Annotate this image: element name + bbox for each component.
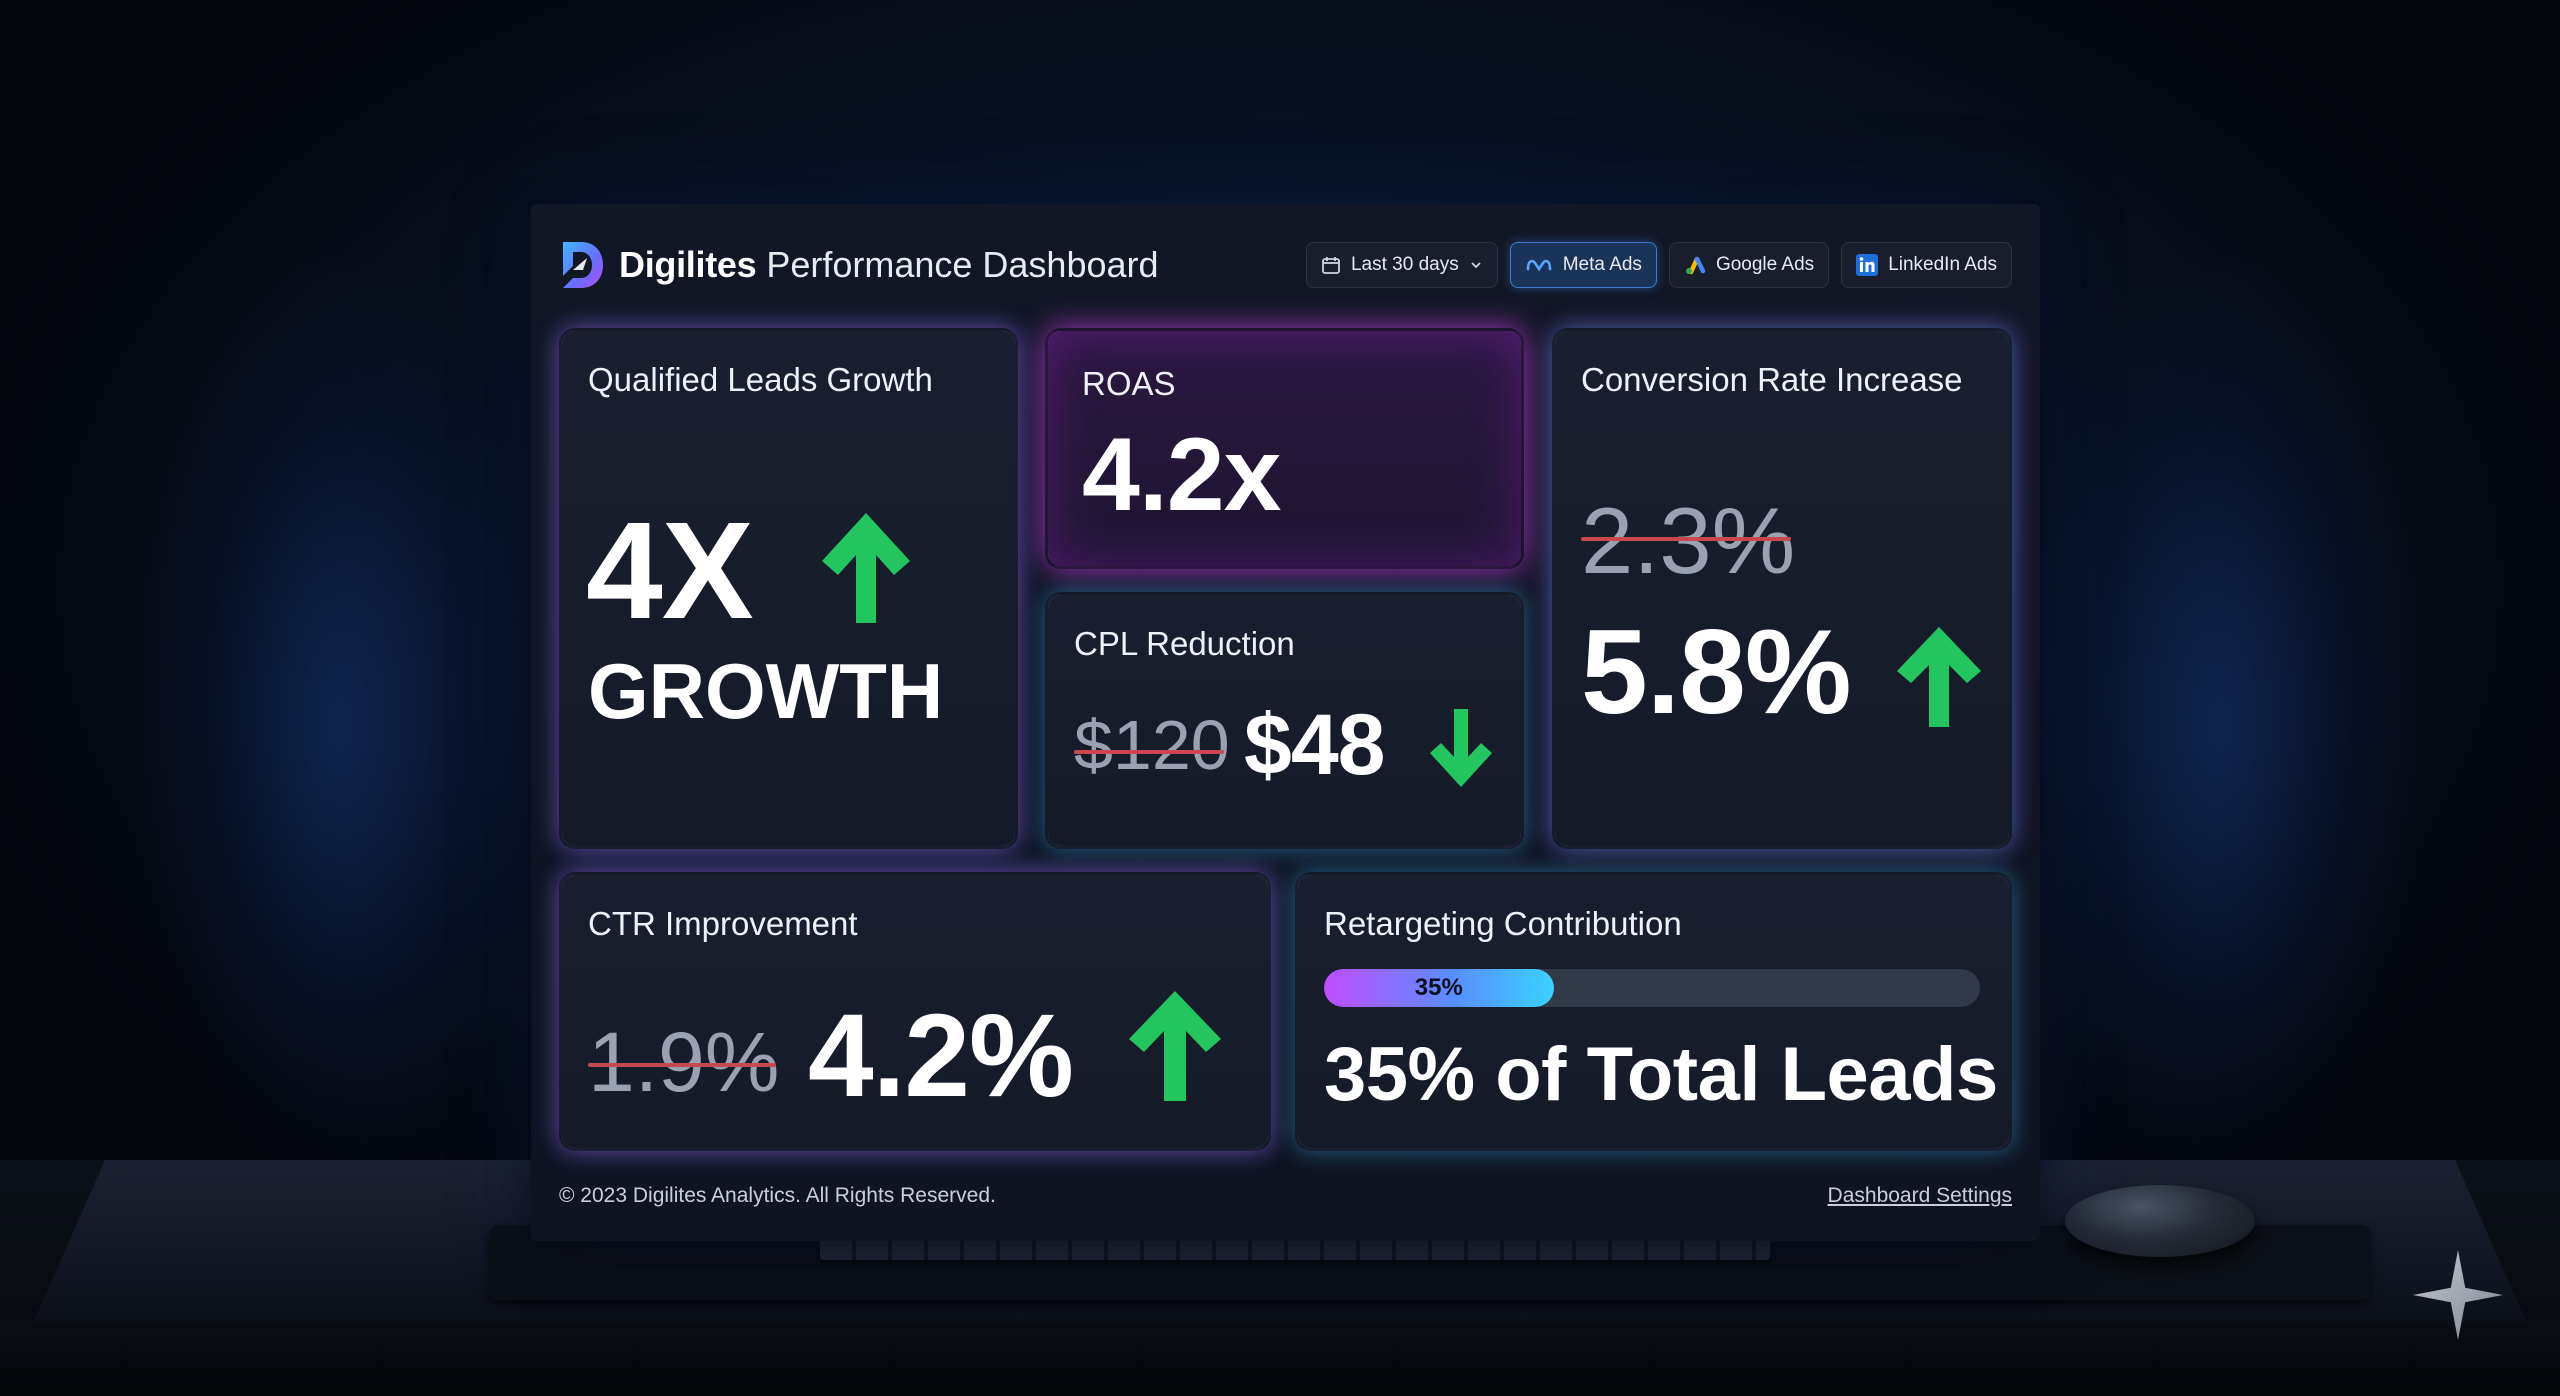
channel-button-google-ads[interactable]: Google Ads	[1668, 242, 1830, 288]
card-label: Qualified Leads Growth	[588, 361, 933, 398]
card-retargeting-contribution: Retargeting Contribution 35% 35% of Tota…	[1295, 872, 2012, 1151]
page-title: Performance Dashboard	[766, 244, 1159, 285]
keyboard	[820, 1238, 1770, 1260]
arrow-down-icon	[1430, 709, 1492, 787]
strikethrough-line	[588, 1063, 776, 1067]
filter-controls: Last 30 days Meta Ads Google Ads	[1305, 242, 2012, 288]
footer-copyright: © 2023 Digilites Analytics. All Rights R…	[559, 1184, 996, 1207]
channel-label: LinkedIn Ads	[1888, 254, 1997, 275]
arrow-up-icon	[1129, 991, 1221, 1101]
arrow-up-icon	[1897, 627, 1981, 727]
strikethrough-line	[1074, 750, 1224, 754]
dashboard-header: Digilites Performance Dashboard Last 30 …	[559, 234, 2012, 296]
leads-growth-value: 4X	[586, 494, 754, 648]
retargeting-value: 35% of Total Leads	[1324, 1032, 1998, 1117]
card-label: ROAS	[1082, 365, 1176, 402]
progress-fill	[1324, 969, 1554, 1007]
channel-label: Google Ads	[1715, 254, 1815, 275]
ambient-light-left	[130, 250, 550, 1200]
dashboard-settings-link[interactable]: Dashboard Settings	[1827, 1184, 2012, 1207]
card-ctr-improvement: CTR Improvement 1.9% 4.2%	[559, 872, 1271, 1151]
ctr-old-value: 1.9%	[588, 1015, 780, 1109]
card-label: CPL Reduction	[1074, 625, 1295, 662]
progress-label: 35%	[1414, 974, 1463, 1001]
ambient-light-right	[2010, 250, 2430, 1200]
google-ads-logo-icon	[1685, 256, 1706, 275]
channel-label: Meta Ads	[1562, 254, 1642, 275]
channel-button-meta-ads[interactable]: Meta Ads	[1509, 242, 1657, 288]
card-qualified-leads-growth: Qualified Leads Growth 4X GROWTH	[559, 328, 1018, 849]
chevron-down-icon	[1471, 262, 1481, 269]
ctr-new-value: 4.2%	[808, 990, 1074, 1122]
meta-logo-icon	[1526, 259, 1552, 272]
leads-growth-sub: GROWTH	[588, 647, 944, 735]
card-cpl-reduction: CPL Reduction $120 $48	[1045, 592, 1524, 849]
date-range-label: Last 30 days	[1350, 254, 1459, 275]
linkedin-logo-icon	[1856, 254, 1879, 276]
strikethrough-line	[1581, 537, 1791, 541]
calendar-icon	[1322, 257, 1340, 274]
conversion-new-value: 5.8%	[1581, 605, 1852, 739]
brand-name: Digilites	[619, 244, 757, 285]
digilites-logo-icon	[559, 240, 605, 290]
dashboard-screen: Digilites Performance Dashboard Last 30 …	[531, 204, 2040, 1241]
card-label: CTR Improvement	[588, 905, 858, 942]
arrow-up-icon	[822, 513, 910, 623]
date-range-dropdown[interactable]: Last 30 days	[1305, 242, 1498, 288]
card-label: Conversion Rate Increase	[1581, 361, 1963, 398]
card-label: Retargeting Contribution	[1324, 905, 1682, 942]
card-conversion-rate-increase: Conversion Rate Increase 2.3% 5.8%	[1552, 328, 2012, 849]
retargeting-progress-bar: 35%	[1324, 969, 1980, 1007]
brand: Digilites Performance Dashboard	[559, 240, 1159, 290]
desk-edge	[0, 1322, 2560, 1396]
conversion-old-value: 2.3%	[1581, 488, 1796, 593]
cpl-old-value: $120	[1074, 706, 1230, 784]
card-roas: ROAS 4.2x	[1045, 328, 1524, 569]
channel-button-linkedin-ads[interactable]: LinkedIn Ads	[1841, 242, 2012, 288]
mouse	[2065, 1185, 2255, 1257]
roas-value: 4.2x	[1082, 417, 1281, 533]
cpl-new-value: $48	[1244, 697, 1385, 793]
